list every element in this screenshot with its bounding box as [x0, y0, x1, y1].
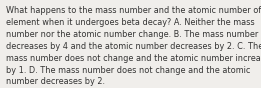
Text: number nor the atomic number change. B. The mass number: number nor the atomic number change. B. …	[6, 30, 258, 39]
Text: by 1. D. The mass number does not change and the atomic: by 1. D. The mass number does not change…	[6, 66, 250, 75]
Text: number decreases by 2.: number decreases by 2.	[6, 77, 105, 86]
Text: element when it undergoes beta decay? A. Neither the mass: element when it undergoes beta decay? A.…	[6, 18, 254, 27]
Text: mass number does not change and the atomic number increases: mass number does not change and the atom…	[6, 54, 261, 63]
Text: decreases by 4 and the atomic number decreases by 2. C. The: decreases by 4 and the atomic number dec…	[6, 42, 261, 51]
Text: What happens to the mass number and the atomic number of an: What happens to the mass number and the …	[6, 6, 261, 15]
